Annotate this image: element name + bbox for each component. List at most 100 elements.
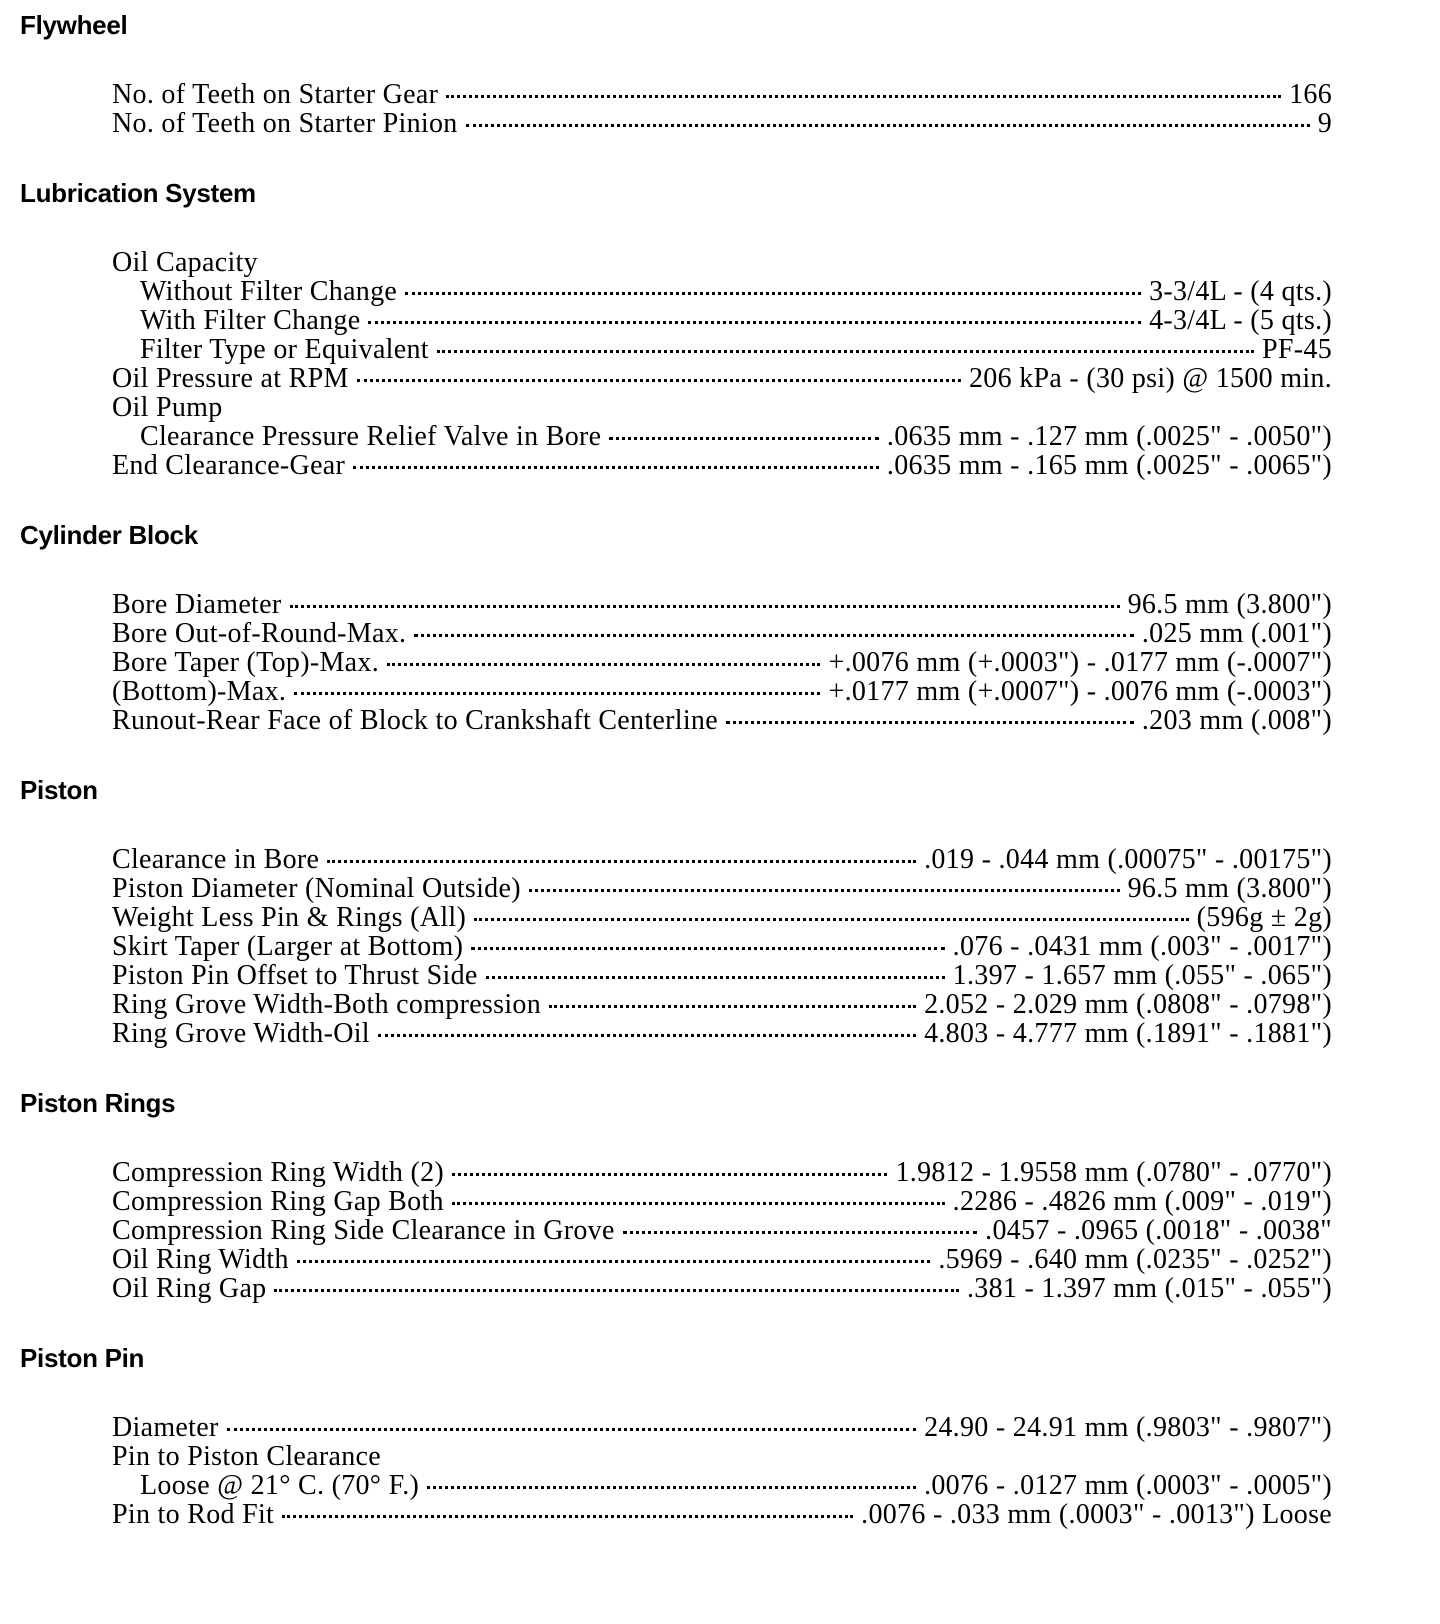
spec-value: 4.803 - 4.777 mm (.1891" - .1881") [924,1018,1332,1049]
spec-label: Compression Ring Width (2) [112,1157,445,1188]
spec-label: Ring Grove Width-Oil [112,1018,370,1049]
spec-value: 166 [1289,79,1332,110]
spec-section: Lubrication System Oil Capacity Without Fi… [0,178,1440,480]
spec-row: Weight Less Pin & Rings (All) (596g ± 2g) [112,903,1332,932]
spec-row: Bore Out-of-Round-Max. .025 mm (.001") [112,619,1332,648]
spec-row: Filter Type or Equivalent PF-45 [140,335,1332,364]
spec-label: Bore Diameter [112,589,282,620]
spec-label: With Filter Change [140,305,361,336]
spec-row: Oil Pump [112,393,1332,422]
dot-leader [387,663,821,666]
spec-value: .0457 - .0965 (.0018" - .0038" [985,1215,1332,1246]
spec-value: .025 mm (.001") [1141,618,1332,649]
spec-section: Piston Pin Diameter 24.90 - 24.91 mm (.980… [0,1343,1440,1529]
spec-document: Flywheel No. of Teeth on Starter Gear 166 N… [0,10,1440,1529]
spec-value: +.0177 mm (+.0007") - .0076 mm (-.0003") [828,676,1332,707]
spec-label: Oil Ring Gap [112,1273,267,1304]
dot-leader [465,124,1310,127]
spec-row: Piston Pin Offset to Thrust Side 1.397 - … [112,961,1332,990]
spec-row: No. of Teeth on Starter Pinion 9 [112,109,1332,138]
dot-leader [282,1515,854,1518]
spec-row: Runout-Rear Face of Block to Crankshaft … [112,706,1332,735]
spec-label: End Clearance-Gear [112,450,346,481]
dot-leader [356,379,961,382]
spec-value: .5969 - .640 mm (.0235" - .0252") [938,1244,1332,1275]
dot-leader [377,1034,917,1037]
spec-value: .0076 - .0127 mm (.0003" - .0005") [924,1470,1332,1501]
spec-label: Weight Less Pin & Rings (All) [112,902,467,933]
spec-label: Compression Ring Side Clearance in Grove [112,1215,615,1246]
dot-leader [294,692,821,695]
spec-value: .0635 mm - .127 mm (.0025" - .0050") [886,421,1332,452]
dot-leader [725,721,1134,724]
spec-label: Oil Pressure at RPM [112,363,349,394]
section-heading: Piston Pin [20,1343,145,1373]
spec-row: Ring Grove Width-Oil 4.803 - 4.777 mm (.1… [112,1019,1332,1048]
spec-label: Clearance in Bore [112,844,320,875]
spec-value: PF-45 [1262,334,1332,365]
dot-leader [471,947,945,950]
spec-label: Oil Ring Width [112,1244,289,1275]
spec-row: Bore Taper (Top)-Max. +.0076 mm (+.0003")… [112,648,1332,677]
spec-value: .076 - .0431 mm (.003" - .0017") [952,931,1332,962]
section-heading: Flywheel [20,10,128,40]
spec-label: Ring Grove Width-Both compression [112,989,541,1020]
spec-row: Bore Diameter 96.5 mm (3.800") [112,590,1332,619]
spec-value: 24.90 - 24.91 mm (.9803" - .9807") [924,1412,1332,1443]
dot-leader [414,634,1134,637]
spec-value: 1.397 - 1.657 mm (.055" - .065") [952,960,1332,991]
spec-row: Oil Pressure at RPM 206 kPa - (30 psi) @ … [112,364,1332,393]
spec-section: Piston Clearance in Bore .019 - .044 mm (.… [0,775,1440,1048]
dot-leader [368,321,1142,324]
dot-leader [327,860,917,863]
spec-label: No. of Teeth on Starter Pinion [112,108,458,139]
dot-leader [528,889,1120,892]
spec-value: .381 - 1.397 mm (.015" - .055") [966,1273,1332,1304]
spec-row: With Filter Change 4-3/4L - (5 qts.) [140,306,1332,335]
spec-value: 4-3/4L - (5 qts.) [1149,305,1332,336]
dot-leader [296,1260,931,1263]
spec-section: Flywheel No. of Teeth on Starter Gear 166 N… [0,10,1440,138]
spec-row: Compression Ring Width (2) 1.9812 - 1.955… [112,1158,1332,1187]
dot-leader [427,1486,917,1489]
spec-value: 96.5 mm (3.800") [1127,589,1332,620]
spec-label: Loose @ 21° C. (70° F.) [140,1470,420,1501]
spec-label: Filter Type or Equivalent [140,334,429,365]
spec-value: 2.052 - 2.029 mm (.0808" - .0798") [924,989,1332,1020]
dot-leader [353,466,879,469]
spec-label: Clearance Pressure Relief Valve in Bore [140,421,602,452]
spec-value: .203 mm (.008") [1141,705,1332,736]
spec-row: Clearance Pressure Relief Valve in Bore.… [140,422,1332,451]
spec-label: Runout-Rear Face of Block to Crankshaft … [112,705,718,736]
dot-leader [226,1428,917,1431]
section-heading: Piston Rings [20,1088,176,1118]
spec-label: Oil Capacity [112,247,258,278]
spec-value: 3-3/4L - (4 qts.) [1149,276,1332,307]
spec-row: Clearance in Bore .019 - .044 mm (.00075"… [112,845,1332,874]
section-heading: Cylinder Block [20,520,198,550]
spec-row: End Clearance-Gear .0635 mm - .165 mm (.0… [112,451,1332,480]
spec-row: Loose @ 21° C. (70° F.) .0076 - .0127 mm … [140,1471,1332,1500]
spec-label: Bore Taper (Top)-Max. [112,647,379,678]
spec-row: Compression Ring Side Clearance in Grove… [112,1216,1332,1245]
spec-section: Cylinder Block Bore Diameter 96.5 mm (3.80… [0,520,1440,735]
spec-value: .0635 mm - .165 mm (.0025" - .0065") [886,450,1332,481]
spec-row: Without Filter Change 3-3/4L - (4 qts.) [140,277,1332,306]
spec-label: Compression Ring Gap Both [112,1186,444,1217]
spec-section: Piston Rings Compression Ring Width (2) 1.… [0,1088,1440,1303]
spec-value: .019 - .044 mm (.00075" - .00175") [924,844,1332,875]
dot-leader [609,437,879,440]
section-heading: Piston [20,775,98,805]
dot-leader [289,605,1120,608]
dot-leader [485,976,945,979]
dot-leader [405,292,1142,295]
dot-leader [436,350,1255,353]
dot-leader [622,1231,978,1234]
spec-row: No. of Teeth on Starter Gear 166 [112,80,1332,109]
spec-row: Piston Diameter (Nominal Outside) 96.5 mm… [112,874,1332,903]
spec-row: Pin to Rod Fit .0076 - .033 mm (.0003" - … [112,1500,1332,1529]
spec-row: Skirt Taper (Larger at Bottom) .076 - .04… [112,932,1332,961]
dot-leader [549,1005,917,1008]
spec-label: Bore Out-of-Round-Max. [112,618,407,649]
spec-value: 1.9812 - 1.9558 mm (.0780" - .0770") [895,1157,1332,1188]
